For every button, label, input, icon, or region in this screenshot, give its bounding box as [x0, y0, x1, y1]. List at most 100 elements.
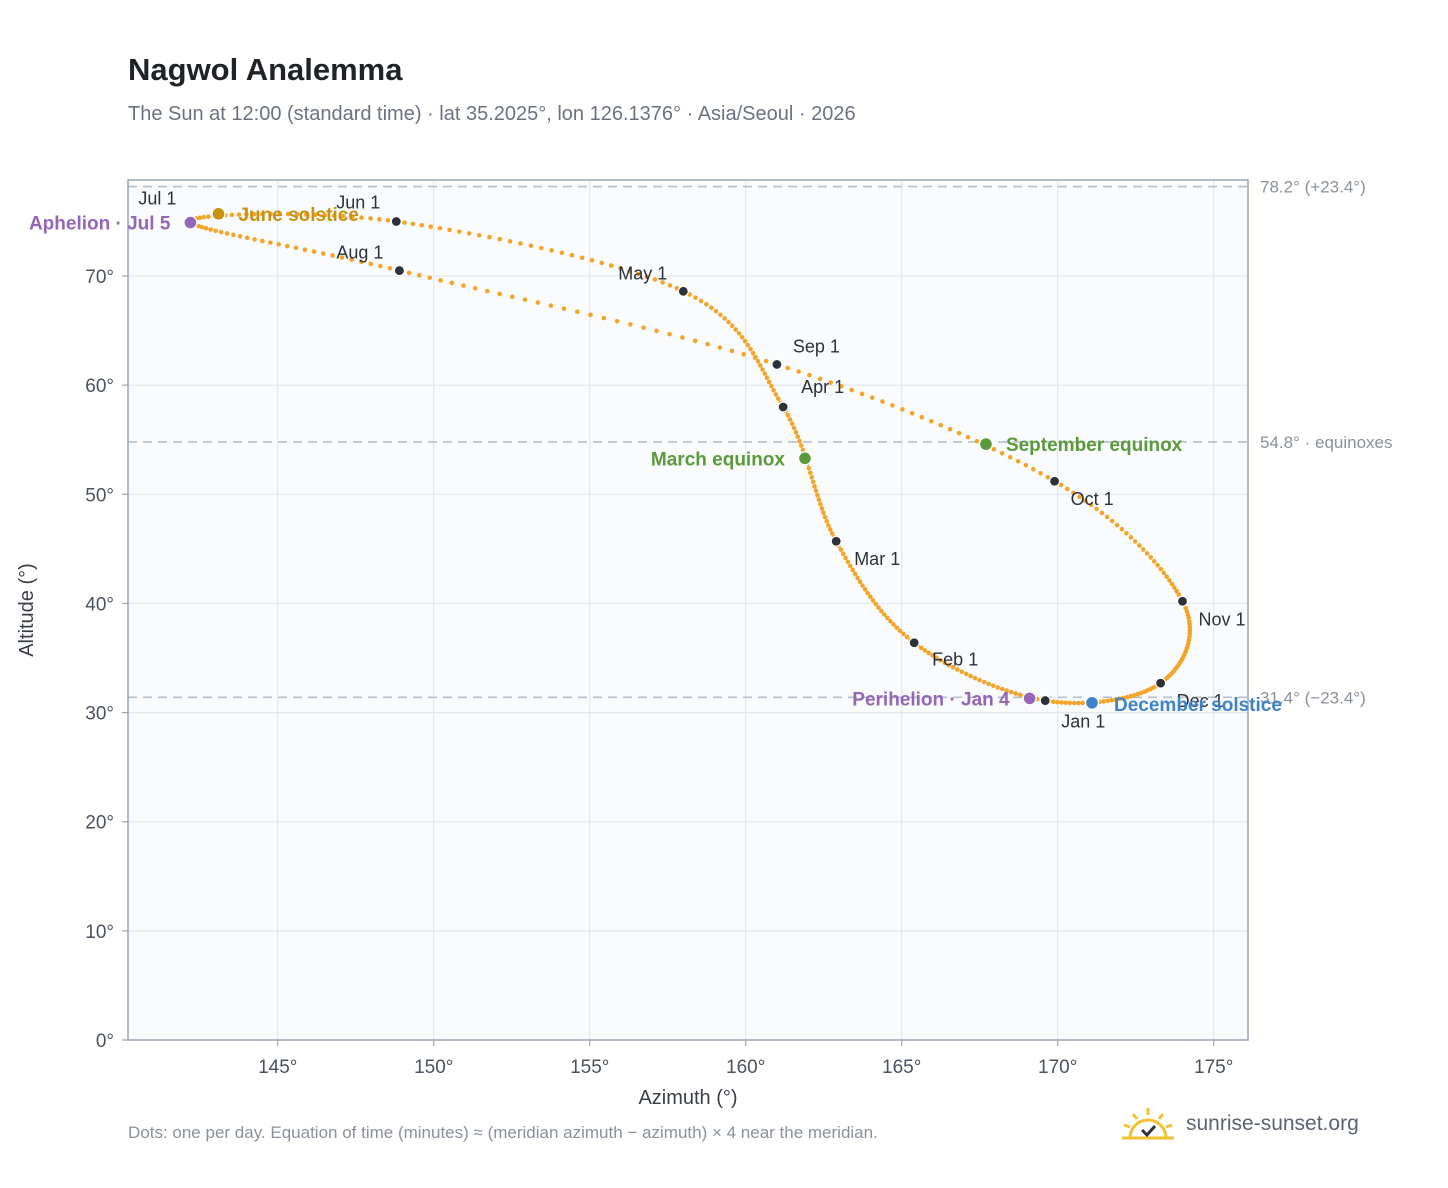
- daily-sun-dot: [815, 492, 820, 498]
- daily-sun-dot: [1167, 578, 1172, 583]
- daily-sun-dot: [1038, 470, 1043, 476]
- daily-sun-dot: [819, 506, 825, 511]
- daily-sun-dot: [667, 283, 673, 288]
- daily-sun-dot: [628, 322, 633, 327]
- daily-sun-dot: [1155, 562, 1160, 568]
- event-marker-dot: [1022, 691, 1037, 706]
- daily-sun-dot: [1151, 559, 1157, 564]
- month-marker-dot: [1039, 694, 1051, 707]
- month-marker-dot: [771, 358, 783, 371]
- daily-sun-dot: [331, 213, 337, 218]
- daily-sun-dot: [402, 220, 407, 225]
- daily-sun-dot: [1117, 696, 1122, 702]
- daily-sun-dot: [904, 634, 910, 640]
- daily-sun-dot: [652, 277, 658, 282]
- daily-sun-dot: [840, 551, 846, 557]
- daily-sun-dot: [466, 231, 472, 236]
- daily-sun-dot: [252, 237, 257, 242]
- daily-sun-dot: [218, 229, 224, 235]
- daily-sun-dot: [771, 387, 776, 393]
- daily-sun-dot: [995, 685, 1001, 690]
- daily-sun-dot: [608, 263, 614, 268]
- daily-sun-dot: [437, 225, 443, 231]
- daily-sun-dot: [476, 232, 482, 238]
- daily-sun-dot: [528, 243, 534, 249]
- reference-line-label: 31.4° (−23.4°): [1260, 688, 1366, 707]
- daily-sun-dot: [787, 417, 793, 422]
- daily-sun-dot: [377, 217, 382, 222]
- daily-sun-dot: [838, 383, 844, 389]
- daily-sun-dot: [277, 211, 282, 217]
- daily-sun-dot: [698, 298, 704, 304]
- daily-sun-dot: [588, 312, 593, 318]
- month-marker-label: Nov 1: [1198, 609, 1245, 629]
- daily-sun-dot: [956, 430, 962, 436]
- sunrise-logo-icon: [1122, 1108, 1174, 1140]
- daily-sun-dot: [942, 660, 947, 665]
- daily-sun-dot: [981, 679, 987, 685]
- daily-sun-dot: [798, 443, 804, 448]
- daily-sun-dot: [293, 245, 299, 251]
- daily-sun-dot: [709, 305, 714, 311]
- daily-sun-dot: [891, 622, 896, 627]
- daily-sun-dot: [713, 308, 719, 314]
- daily-sun-dot: [938, 657, 943, 663]
- daily-sun-dot: [627, 268, 632, 274]
- daily-sun-dot: [882, 612, 887, 617]
- month-marker-label: Jul 1: [138, 188, 176, 208]
- month-marker-label: Feb 1: [932, 650, 978, 670]
- daily-sun-dot: [349, 257, 354, 262]
- daily-sun-dot: [1076, 700, 1081, 706]
- event-marker-label: March equinox: [651, 449, 786, 470]
- daily-sun-dot: [549, 248, 554, 253]
- daily-sun-dot: [385, 218, 391, 223]
- daily-sun-dot: [999, 450, 1005, 456]
- daily-sun-dot: [203, 226, 209, 231]
- plot-frame: [127, 179, 1249, 1041]
- daily-sun-dot: [1124, 694, 1130, 700]
- daily-sun-dot: [736, 331, 742, 336]
- daily-sun-dot: [775, 396, 781, 401]
- daily-sun-dot: [340, 213, 346, 219]
- daily-sun-dot: [729, 348, 735, 354]
- daily-sun-dot: [1158, 566, 1164, 572]
- brand-logo[interactable]: sunrise-sunset.org: [1120, 1100, 1359, 1148]
- daily-sun-dot: [229, 212, 235, 218]
- daily-sun-dot: [855, 575, 860, 581]
- daily-sun-dot: [1065, 486, 1070, 492]
- daily-sun-dot: [601, 315, 607, 321]
- daily-sun-dot: [769, 383, 774, 389]
- daily-sun-dot: [1055, 699, 1060, 705]
- daily-sun-dot: [196, 223, 202, 229]
- daily-sun-dot: [827, 527, 833, 532]
- reference-lines: 78.2° (+23.4°) 54.8° · equinoxes 31.4° (−2…: [128, 178, 1393, 707]
- daily-sun-dot: [260, 211, 265, 217]
- daily-sun-dot: [1109, 697, 1115, 703]
- daily-sun-dot: [1161, 570, 1167, 576]
- daily-sun-dot: [447, 227, 452, 233]
- daily-sun-dot: [1172, 585, 1177, 590]
- daily-sun-dot: [1113, 697, 1119, 702]
- daily-sun-dot: [457, 229, 462, 234]
- daily-sun-dot: [1174, 588, 1179, 594]
- daily-sun-dot: [320, 251, 326, 256]
- daily-sun-dot: [852, 571, 858, 577]
- daily-sun-dot: [808, 470, 813, 476]
- daily-sun-dot: [485, 288, 490, 294]
- daily-sun-dot: [865, 590, 870, 596]
- daily-sun-dot: [862, 587, 868, 592]
- daily-sun-dot: [946, 662, 952, 668]
- daily-sun-dot: [847, 563, 853, 569]
- daily-sun-dot: [1099, 510, 1105, 516]
- daily-sun-dot: [930, 653, 935, 658]
- event-marker-label: June solstice: [238, 205, 358, 226]
- footnote: Dots: one per day. Equation of time (min…: [128, 1123, 878, 1142]
- daily-sun-dot: [860, 583, 865, 588]
- daily-sun-dot: [1094, 506, 1099, 512]
- daily-sun-dot: [322, 212, 328, 218]
- daily-sun-dot: [1077, 494, 1082, 500]
- daily-sun-dot: [1119, 526, 1125, 532]
- daily-sun-dot: [303, 212, 309, 217]
- event-marker-dot: [978, 436, 994, 452]
- y-tick-label: 20°: [85, 813, 114, 834]
